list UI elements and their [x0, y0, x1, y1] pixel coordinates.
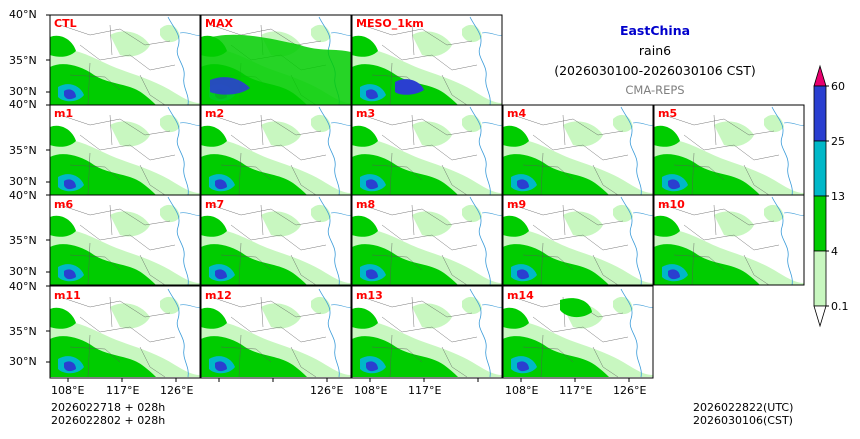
panel-CTL — [49, 14, 201, 106]
panel-label-m7: m7 — [205, 198, 225, 211]
lon-label-108E: 108°E — [354, 384, 388, 397]
colorbar-band-0.1-4 — [813, 250, 827, 307]
variable-title: rain6 — [638, 43, 672, 58]
colorbar-band-4-13 — [813, 195, 827, 252]
panel-m6 — [49, 194, 201, 286]
panel-m1 — [49, 104, 201, 196]
lat-label-35N: 35°N — [9, 325, 37, 338]
colorbar-band-13-25 — [813, 140, 827, 197]
valid-time-cst: 2026030106(CST) — [693, 414, 793, 427]
panel-m3 — [351, 104, 503, 196]
lat-ticks — [46, 14, 50, 363]
panel-label-m14: m14 — [507, 289, 534, 302]
panel-label-m8: m8 — [356, 198, 376, 211]
colorbar-label-4: 4 — [831, 245, 838, 258]
panel-label-m1: m1 — [54, 107, 74, 120]
colorbar-label-0.1: 0.1 — [831, 300, 849, 313]
panel-label-CTL: CTL — [54, 17, 77, 30]
panel-m14 — [502, 285, 654, 379]
panel-m7 — [200, 194, 352, 286]
lon-label-126E: 126°E — [310, 384, 344, 397]
panel-m2 — [200, 104, 352, 196]
lat-label-30N: 30°N — [9, 265, 37, 278]
init-time-utc: 2026022718 + 028h — [51, 401, 166, 414]
panel-label-m12: m12 — [205, 289, 232, 302]
panel-MAX — [200, 14, 352, 106]
panel-m12 — [200, 285, 352, 379]
panel-label-m9: m9 — [507, 198, 527, 211]
panel-m8 — [351, 194, 503, 286]
panel-m13 — [351, 285, 503, 379]
lat-label-35N: 35°N — [9, 54, 37, 67]
lat-label-35N: 35°N — [9, 144, 37, 157]
lat-label-40N: 40°N — [9, 280, 37, 293]
panel-m9 — [502, 194, 654, 286]
lat-label-40N: 40°N — [9, 98, 37, 111]
lon-label-126E: 126°E — [160, 384, 194, 397]
colorbar-label-60: 60 — [831, 80, 845, 93]
period-title: (2026030100-2026030106 CST) — [554, 63, 756, 78]
colorbar-overflow-triangle — [813, 64, 827, 87]
lat-label-30N: 30°N — [9, 175, 37, 188]
colorbar — [813, 64, 829, 328]
lon-label-108E: 108°E — [505, 384, 539, 397]
lon-label-117E: 117°E — [559, 384, 593, 397]
panel-label-m13: m13 — [356, 289, 383, 302]
init-time-cst: 2026022802 + 028h — [51, 414, 166, 427]
panel-label-m2: m2 — [205, 107, 225, 120]
lat-label-35N: 35°N — [9, 234, 37, 247]
panel-label-MAX: MAX — [205, 17, 233, 30]
panel-label-MESO_1km: MESO_1km — [356, 17, 424, 30]
colorbar-label-13: 13 — [831, 190, 845, 203]
panel-label-m5: m5 — [658, 107, 678, 120]
model-title: CMA-REPS — [625, 83, 685, 97]
panel-MESO_1km — [351, 14, 503, 106]
colorbar-underflow-triangle — [813, 305, 827, 328]
panel-label-m11: m11 — [54, 289, 81, 302]
region-title: EastChina — [619, 23, 691, 38]
panel-label-m6: m6 — [54, 198, 74, 211]
panel-m4 — [502, 104, 654, 196]
valid-time-utc: 2026022822(UTC) — [693, 401, 794, 414]
panel-m11 — [49, 285, 201, 379]
panel-m10 — [653, 194, 805, 286]
lon-label-108E: 108°E — [51, 384, 85, 397]
panel-m5 — [653, 104, 805, 196]
lon-ticks — [67, 378, 630, 382]
panel-label-m10: m10 — [658, 198, 685, 211]
lat-label-40N: 40°N — [9, 8, 37, 21]
colorbar-band-25-60 — [813, 85, 827, 142]
lon-label-117E: 117°E — [408, 384, 442, 397]
lat-label-40N: 40°N — [9, 189, 37, 202]
lat-label-30N: 30°N — [9, 355, 37, 368]
panel-label-m4: m4 — [507, 107, 527, 120]
lon-label-126E: 126°E — [613, 384, 647, 397]
panel-label-m3: m3 — [356, 107, 376, 120]
lat-label-30N: 30°N — [9, 85, 37, 98]
lon-label-117E: 117°E — [106, 384, 140, 397]
colorbar-label-25: 25 — [831, 135, 845, 148]
